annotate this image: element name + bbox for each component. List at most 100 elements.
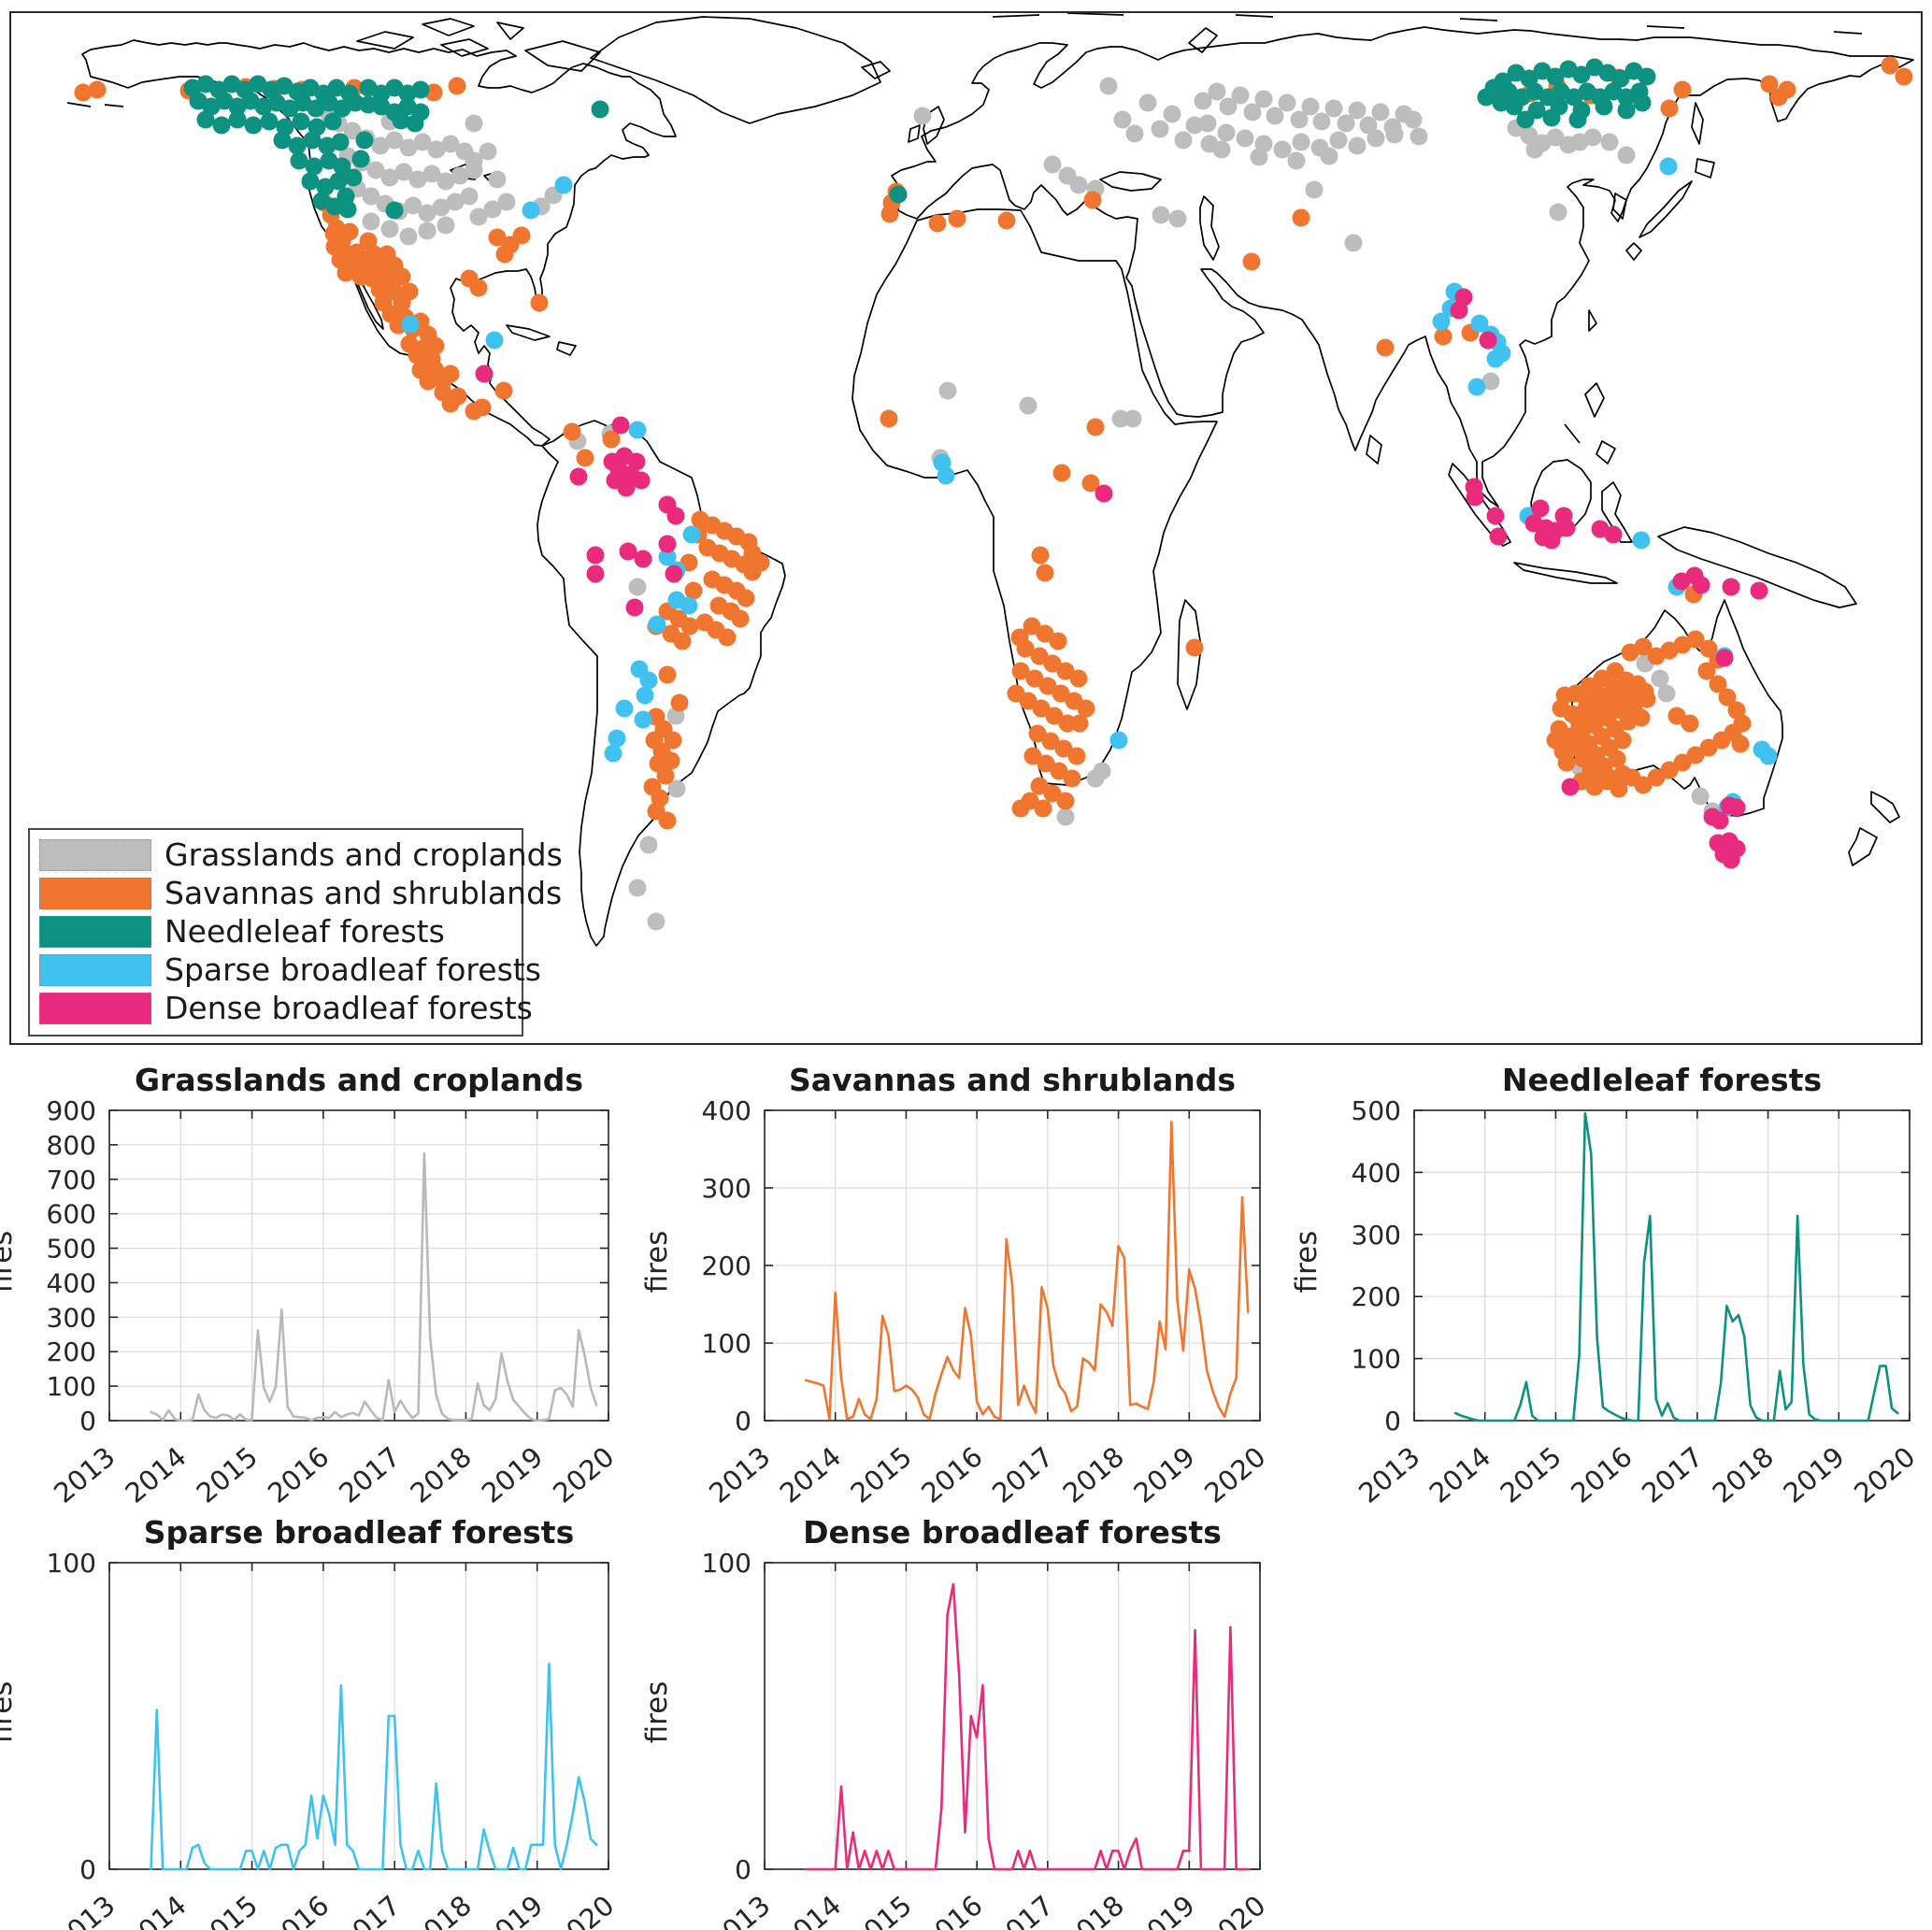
map-dot: [1023, 747, 1042, 765]
map-dot: [1007, 684, 1025, 703]
map-dot: [336, 187, 355, 206]
map-dot: [344, 168, 363, 187]
x-tick-label: 2018: [1707, 1440, 1780, 1508]
map-dot: [380, 168, 399, 187]
map-dot: [1320, 147, 1338, 165]
map-dot: [1660, 761, 1679, 779]
x-tick-label: 2020: [547, 1889, 620, 1930]
map-dot: [1198, 114, 1217, 133]
map-dot: [422, 164, 441, 183]
x-tick-label: 2019: [476, 1889, 549, 1930]
y-tick-label: 0: [1384, 1406, 1401, 1437]
map-dot: [1052, 464, 1071, 482]
map-dot: [658, 548, 677, 566]
map-dot: [1557, 753, 1576, 772]
x-tick-label: 2015: [845, 1440, 918, 1508]
legend-item-dense-broadleaf: Dense broadleaf forests: [39, 989, 533, 1027]
map-dot: [554, 176, 573, 194]
map-dot: [404, 196, 422, 215]
map-dot: [628, 421, 647, 439]
map-dot: [639, 836, 658, 854]
x-tick-label: 2014: [1424, 1440, 1496, 1508]
map-dot: [1525, 140, 1544, 159]
y-tick-label: 700: [47, 1165, 96, 1195]
axis-box: [108, 1562, 609, 1870]
y-tick-label: 300: [1352, 1220, 1401, 1251]
map-dot: [196, 110, 215, 129]
y-tick-label: 100: [47, 1371, 96, 1402]
y-tick-label: 0: [79, 1854, 96, 1885]
map-dot: [1718, 688, 1737, 707]
map-dot: [1070, 714, 1089, 733]
x-tick-label: 2018: [405, 1889, 478, 1930]
map-dot: [1647, 768, 1666, 787]
x-tick-label: 2014: [774, 1889, 847, 1930]
x-tick-label: 2017: [333, 1440, 406, 1508]
map-dot: [665, 565, 683, 583]
x-tick-label: 2019: [1777, 1440, 1850, 1508]
x-tick-label: 2016: [1565, 1440, 1638, 1508]
map-dot: [1037, 754, 1055, 773]
map-dot: [479, 142, 497, 161]
x-tick-label: 2017: [986, 1889, 1059, 1930]
legend-swatch-needleleaf: [39, 915, 151, 948]
map-dot: [1595, 97, 1613, 116]
map-dot: [378, 269, 396, 288]
legend-item-needleleaf: Needleleaf forests: [39, 912, 512, 951]
chart-title: Dense broadleaf forests: [803, 1514, 1222, 1551]
map-dot: [576, 449, 594, 467]
map-dot: [889, 185, 908, 204]
map-dot: [1632, 708, 1651, 727]
chart-title: Savannas and shrublands: [789, 1062, 1236, 1098]
map-dot: [1058, 714, 1077, 733]
y-tick-label: 300: [702, 1173, 751, 1204]
map-dot: [628, 578, 647, 596]
map-dot: [1549, 203, 1567, 222]
legend-item-sparse-broadleaf: Sparse broadleaf forests: [39, 951, 541, 989]
map-dot: [1077, 699, 1095, 718]
map-dot: [1681, 714, 1699, 733]
map-dot: [399, 138, 418, 157]
map-dot: [401, 315, 420, 334]
map-dot: [1623, 768, 1641, 787]
map-dot: [1168, 209, 1187, 228]
y-tick-label: 900: [47, 1095, 96, 1126]
map-dot: [1043, 155, 1062, 174]
map-dot: [441, 135, 460, 153]
y-tick-label: 600: [47, 1199, 96, 1230]
map-dot: [1371, 103, 1390, 122]
map-dot: [1722, 851, 1740, 869]
map-dot: [634, 550, 652, 568]
map-dot: [1054, 739, 1073, 758]
legend-label: Sparse broadleaf forests: [165, 951, 541, 988]
map-dot: [1329, 131, 1348, 150]
map-dot: [385, 201, 404, 220]
map-dot: [1030, 647, 1049, 665]
map-dot: [1337, 114, 1355, 133]
map-dot: [362, 212, 380, 231]
map-dot: [1069, 176, 1088, 194]
map-dot: [997, 211, 1016, 230]
x-tick-label: 2017: [333, 1889, 406, 1930]
map-dot: [602, 430, 621, 449]
map-dot: [1036, 564, 1054, 582]
map-dot: [1600, 133, 1619, 151]
legend-label: Savannas and shrublands: [165, 875, 563, 911]
map-dot: [1049, 632, 1067, 650]
x-tick-label: 2020: [1198, 1889, 1271, 1930]
map-dot: [1030, 777, 1049, 795]
map-dot: [418, 222, 436, 240]
map-dot: [1123, 409, 1142, 428]
map-dot: [1028, 724, 1047, 743]
map-dot: [628, 879, 647, 897]
map-dot: [1376, 338, 1395, 357]
x-tick-label: 2018: [1057, 1889, 1130, 1930]
map-dot: [648, 615, 666, 634]
map-dot: [1583, 128, 1602, 147]
chart-line-needleleaf: [1453, 1111, 1899, 1422]
map-dot: [1712, 731, 1731, 750]
map-dot: [1572, 65, 1591, 84]
map-dot: [1568, 110, 1587, 129]
map-dot: [485, 331, 504, 350]
dots-needleleaf-forests: [183, 58, 1656, 220]
